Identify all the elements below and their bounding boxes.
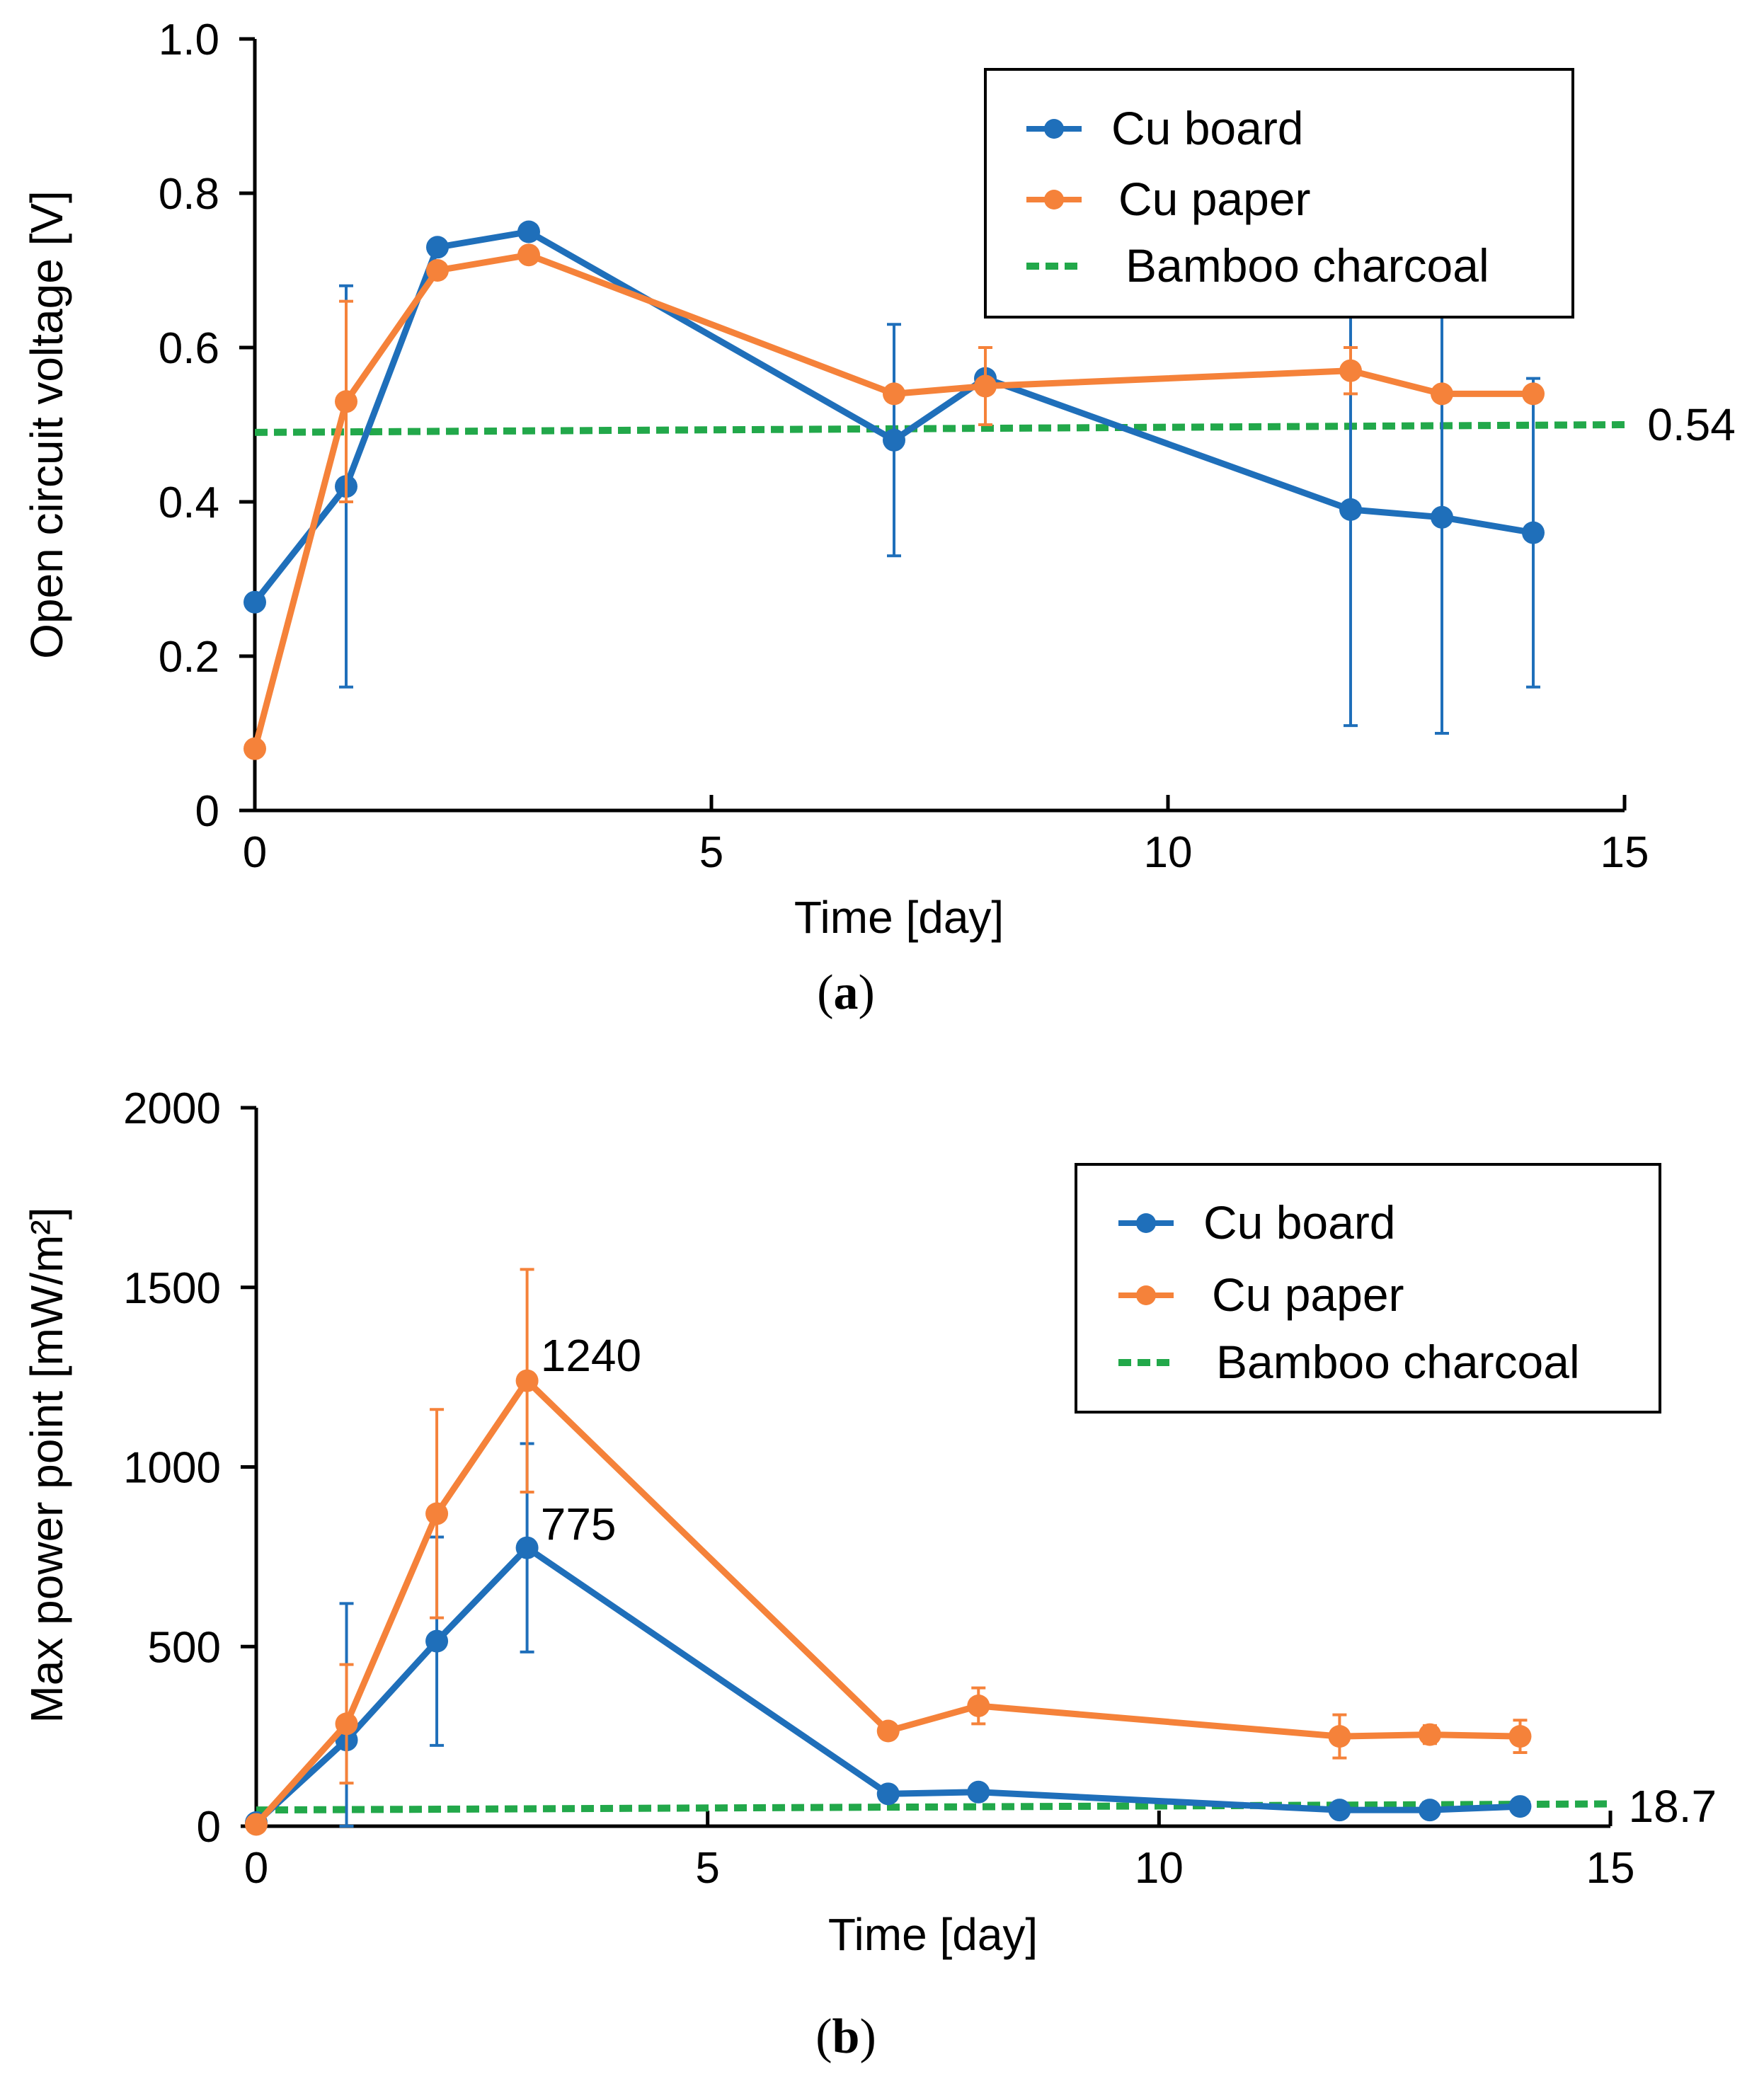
panel-b-y-tick-label: 1000 bbox=[123, 1444, 221, 1493]
panel-a-y-tick-label: 0.8 bbox=[159, 170, 219, 219]
panel-b-cu-board-point bbox=[967, 1780, 990, 1804]
panel-a-cu-board-point bbox=[244, 590, 266, 614]
panel-a-cu-board-point bbox=[1522, 521, 1545, 544]
panel-b-y-tick-label: 0 bbox=[197, 1803, 221, 1852]
panel-b-cu-board-point bbox=[1508, 1795, 1532, 1818]
panel-b-legend-marker-cu-paper bbox=[1136, 1285, 1156, 1305]
panel-b-cu-paper-point bbox=[515, 1369, 539, 1392]
panel-a-x-tick-label: 15 bbox=[1600, 828, 1649, 877]
panel-a-x-tick-label: 5 bbox=[699, 828, 723, 877]
panel-b-x-tick-label: 15 bbox=[1586, 1844, 1635, 1893]
panel-a-cu-paper-point bbox=[1339, 359, 1362, 382]
panel-b-x-ticks: 0 5 10 15 bbox=[244, 1811, 1635, 1893]
panel-a-cu-paper-point bbox=[1431, 382, 1453, 406]
panel-a-y-tick-label: 0.2 bbox=[159, 633, 219, 682]
panel-b-cu-paper-point bbox=[335, 1712, 358, 1736]
panel-b-cu-paper-point bbox=[876, 1719, 900, 1743]
panel-b-legend-label-cu-paper: Cu paper bbox=[1212, 1268, 1404, 1321]
panel-a: 00.20.40.60.81.0 0 5 10 15 0.54 Time [day] … bbox=[21, 16, 1736, 1020]
panel-a-legend-marker-cu-board bbox=[1044, 119, 1064, 139]
panel-a-cu-paper-point bbox=[244, 737, 266, 760]
panel-b-cu-paper-point bbox=[967, 1694, 990, 1717]
panel-b-cu-board-line bbox=[253, 1544, 1520, 1825]
panel-b-cu-paper-point bbox=[1418, 1723, 1441, 1746]
panel-b-legend: Cu board Cu paper Bamboo charcoal bbox=[1075, 1163, 1661, 1414]
panel-b-cu-board-point bbox=[876, 1782, 900, 1806]
panel-a-cu-board-point bbox=[426, 236, 449, 259]
panel-a-y-tick-label: 1.0 bbox=[159, 16, 219, 64]
panel-a-cu-paper-point bbox=[1522, 382, 1545, 406]
panel-b-cu-board-point bbox=[1328, 1799, 1351, 1822]
panel-a-cu-board-point bbox=[1431, 505, 1453, 529]
panel-b: 0 500 1000 1500 2000 0 5 10 15 1240 775 18.7 Time… bbox=[21, 1084, 1717, 2064]
panel-b-plot-area: 1240 775 18.7 bbox=[245, 1268, 1717, 1836]
panel-b-x-tick-label: 0 bbox=[244, 1844, 268, 1893]
panel-a-legend-label-bamboo: Bamboo charcoal bbox=[1126, 239, 1489, 292]
panel-a-x-tick-label: 0 bbox=[243, 828, 267, 877]
panel-a-y-tick-label: 0.6 bbox=[159, 324, 219, 373]
panel-a-legend-label-cu-paper: Cu paper bbox=[1118, 173, 1311, 225]
panel-b-bamboo-charcoal-line bbox=[256, 1800, 1611, 1814]
panel-b-cu-paper-point bbox=[1508, 1725, 1532, 1748]
panel-b-x-tick-label: 10 bbox=[1135, 1844, 1184, 1893]
panel-a-legend-label-cu-board: Cu board bbox=[1111, 102, 1304, 154]
panel-b-cu-board-point bbox=[1418, 1799, 1441, 1822]
panel-a-bamboo-charcoal-line bbox=[254, 421, 1625, 436]
panel-a-x-ticks: 0 5 10 15 bbox=[243, 795, 1649, 877]
panel-a-cu-paper-point bbox=[883, 382, 905, 406]
panel-b-annotation: 18.7 bbox=[1629, 1781, 1717, 1832]
panel-b-cu-paper-point bbox=[245, 1813, 268, 1836]
panel-b-y-tick-label: 500 bbox=[148, 1623, 221, 1672]
panel-b-annotation: 1240 bbox=[541, 1330, 641, 1381]
panel-a-cu-paper-point bbox=[426, 259, 449, 282]
panel-a-legend-marker-cu-paper bbox=[1044, 190, 1064, 210]
panel-a-y-tick-label: 0.4 bbox=[159, 478, 219, 527]
panel-b-legend-label-cu-board: Cu board bbox=[1203, 1196, 1396, 1249]
panel-a-legend-box bbox=[984, 68, 1574, 319]
panel-a-cu-paper-point bbox=[517, 243, 540, 267]
panel-b-y-tick-label: 1500 bbox=[123, 1264, 221, 1313]
panel-a-x-axis-title: Time [day] bbox=[794, 892, 1004, 943]
panel-a-y-tick-label: 0 bbox=[195, 787, 219, 836]
panel-b-legend-label-bamboo: Bamboo charcoal bbox=[1216, 1336, 1580, 1388]
panel-a-cu-board-point bbox=[1339, 498, 1362, 521]
panel-b-x-tick-label: 5 bbox=[695, 1844, 719, 1893]
panel-b-legend-box bbox=[1075, 1163, 1661, 1414]
panel-b-caption: (b) bbox=[815, 2010, 876, 2064]
panel-a-annotation: 0.54 bbox=[1647, 399, 1736, 450]
panel-b-y-tick-label: 2000 bbox=[123, 1084, 221, 1133]
panel-a-legend: Cu board Cu paper Bamboo charcoal bbox=[984, 68, 1574, 319]
panel-a-y-axis-title: Open circuit voltage [V] bbox=[21, 190, 72, 659]
panel-a-cu-board-point bbox=[517, 220, 540, 243]
panel-a-cu-paper-point bbox=[974, 374, 997, 398]
panel-a-cu-paper-point bbox=[335, 390, 357, 413]
panel-b-cu-paper-point bbox=[425, 1502, 449, 1525]
panel-b-cu-paper-line bbox=[253, 1377, 1520, 1827]
panel-b-y-ticks: 0 500 1000 1500 2000 bbox=[123, 1084, 256, 1852]
panel-b-legend-marker-cu-board bbox=[1136, 1213, 1156, 1233]
panel-a-cu-board-point bbox=[883, 428, 905, 452]
panel-a-y-ticks: 0 0.2 0.4 0.6 0.8 1.0 bbox=[159, 16, 255, 836]
panel-b-caption-letter: b bbox=[832, 2010, 860, 2064]
panel-a-x-tick-label: 10 bbox=[1144, 828, 1193, 877]
panel-b-cu-board-point bbox=[515, 1536, 539, 1559]
panel-b-x-axis-title: Time [day] bbox=[828, 1909, 1038, 1960]
panel-b-cu-paper-point bbox=[1328, 1725, 1351, 1748]
panel-b-annotation: 775 bbox=[541, 1499, 617, 1550]
panel-b-y-axis-title: Max power point [mW/m²] bbox=[21, 1207, 72, 1723]
panel-a-caption: (a) bbox=[817, 965, 875, 1020]
panel-b-cu-board-point bbox=[425, 1629, 449, 1653]
panel-a-caption-letter: a bbox=[834, 965, 859, 1020]
